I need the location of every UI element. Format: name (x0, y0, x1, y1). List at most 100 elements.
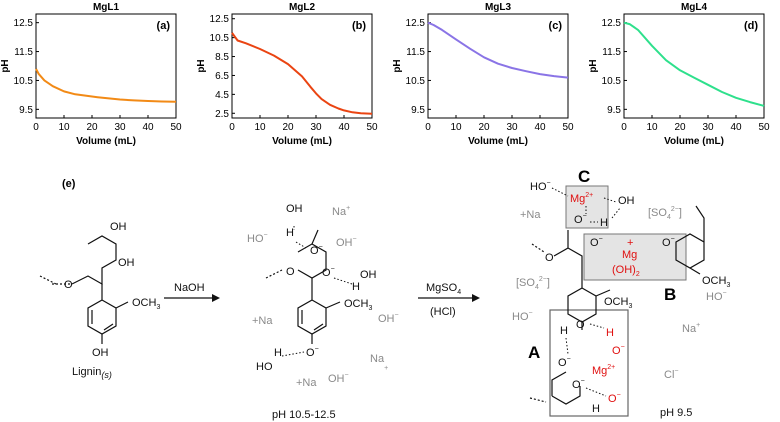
a-o-red-2: O− (608, 392, 621, 405)
y-tick-label: 10.5 (14, 76, 34, 87)
mid-h-right: H (352, 281, 360, 293)
x-axis-label: Volume (mL) (272, 136, 332, 147)
b-och3: OCH3 (702, 275, 730, 289)
x-tick-label: 10 (646, 122, 658, 133)
plot-frame (231, 13, 373, 119)
mg-c: Mg2+ (570, 192, 593, 205)
lignin-label: Lignin(s) (72, 366, 112, 380)
c-ho-minus: HO− (530, 180, 551, 193)
x-tick-label: 20 (674, 122, 686, 133)
y-tick-label: 8.5 (215, 52, 229, 63)
x-tick-label: 30 (310, 122, 322, 133)
x-tick-label: 0 (621, 122, 627, 133)
series-line (623, 21, 765, 107)
x-tick-label: 20 (86, 122, 98, 133)
x-tick-label: 40 (338, 122, 350, 133)
mid-oh-minus-3: OH− (328, 372, 349, 385)
a-h-top: H (560, 325, 568, 337)
box-a (549, 309, 629, 417)
right-o-ether: O (545, 252, 554, 264)
b-o-left: O− (590, 236, 603, 249)
y-axis-label: pH (392, 59, 403, 72)
mid-o-ether: O (286, 266, 295, 278)
mid-h-bottom: H (274, 347, 282, 359)
y-tick-label: 2.5 (215, 109, 229, 120)
mg-b: Mg (622, 249, 637, 261)
chart-title: MgL2 (289, 2, 316, 13)
panel-label: (a) (157, 20, 171, 32)
reagent-naoh: NaOH (174, 282, 205, 294)
y-tick-label: 10.5 (602, 76, 622, 87)
ph-mid: pH 10.5-12.5 (272, 409, 336, 421)
chart-title: MgL3 (485, 2, 512, 13)
x-tick-label: 0 (33, 122, 39, 133)
chart-title: MgL1 (93, 2, 120, 13)
y-tick-label: 9.5 (411, 105, 425, 116)
mid-ho-minus: HO− (247, 232, 268, 245)
arrow-naoh: NaOH (164, 282, 220, 302)
titration-charts: MgL1 (a) 0 10 20 30 40 50 9.5 10.5 11.5 12.5 Volume … (0, 2, 770, 147)
x-axis-label: Volume (mL) (664, 136, 724, 147)
a-o-minus-2: O− (572, 378, 585, 391)
x-tick-label: 30 (114, 122, 126, 133)
panel-label-e: (e) (62, 178, 76, 190)
x-tick-label: 10 (254, 122, 266, 133)
right-so4-mid: [SO42−] (516, 276, 550, 291)
ph-right: pH 9.5 (660, 407, 692, 419)
x-tick-label: 40 (142, 122, 154, 133)
box-c (565, 185, 609, 229)
mid-oh-right: OH (360, 269, 377, 281)
x-tick-label: 20 (282, 122, 294, 133)
lignin-oh-top: OH (110, 221, 127, 233)
mid-h-top: H (286, 227, 294, 239)
chart-1: MgL1 (a) 0 10 20 30 40 50 9.5 10.5 11.5 12.5 Volume … (0, 2, 182, 147)
right-plus-na-1: +Na (520, 209, 541, 221)
x-tick-label: 50 (562, 122, 574, 133)
mid-o-minus-1: O− (310, 244, 323, 257)
series-line (427, 21, 569, 79)
x-tick-label: 30 (702, 122, 714, 133)
y-tick-label: 12.5 (406, 18, 426, 29)
reagent-hcl: (HCl) (430, 306, 456, 318)
box-b (583, 233, 687, 281)
y-axis-label: pH (588, 59, 599, 72)
panel-label: (d) (744, 20, 758, 32)
label-a: A (528, 343, 540, 362)
right-cl: Cl− (664, 368, 678, 381)
series-line (231, 32, 373, 115)
mg-a: Mg2+ (592, 364, 615, 377)
mid-o-minus-bottom: O− (306, 346, 319, 359)
x-tick-label: 0 (425, 122, 431, 133)
a-o-top: O (576, 319, 585, 331)
c-oh: OH (618, 195, 635, 207)
y-tick-label: 6.5 (215, 71, 229, 82)
right-ho-minus-2: HO− (706, 290, 727, 303)
x-tick-label: 20 (478, 122, 490, 133)
y-axis-label: pH (0, 59, 11, 72)
c-o: O− (574, 213, 587, 226)
y-tick-label: 9.5 (607, 105, 621, 116)
mg-b-plus: + (627, 237, 633, 249)
plot-frame (623, 13, 765, 119)
chart-title: MgL4 (681, 2, 708, 13)
series-line (35, 68, 177, 103)
panel-label: (c) (549, 20, 563, 32)
arrow-mgso4: MgSO4 (HCl) (418, 282, 480, 318)
x-tick-label: 40 (534, 122, 546, 133)
a-h-red: H (606, 327, 614, 339)
deprotonated-lignin: OH H O− O O− H OH OCH3 O− H HO Na+ HO− O… (247, 203, 399, 421)
mg-lignin-complex: C B A Mg2+ HO− OH O− H +Na [SO42−] O O− … (512, 167, 730, 419)
y-tick-label: 11.5 (602, 47, 621, 58)
plot-frame (35, 13, 177, 119)
mid-na-top: Na+ (332, 205, 350, 218)
mid-oh-top: OH (286, 203, 303, 215)
y-tick-label: 11.5 (14, 47, 33, 58)
y-tick-label: 12.5 (14, 18, 34, 29)
x-axis-label: Volume (mL) (468, 136, 528, 147)
lignin-structure: OH OH O OCH3 OH Lignin(s) (39, 221, 160, 380)
a-o-red-1: O− (612, 344, 625, 357)
plot-frame (427, 13, 569, 119)
mid-ho-bottom: HO (256, 361, 273, 373)
right-so4-top: [SO42−] (648, 206, 682, 221)
x-tick-label: 50 (758, 122, 770, 133)
